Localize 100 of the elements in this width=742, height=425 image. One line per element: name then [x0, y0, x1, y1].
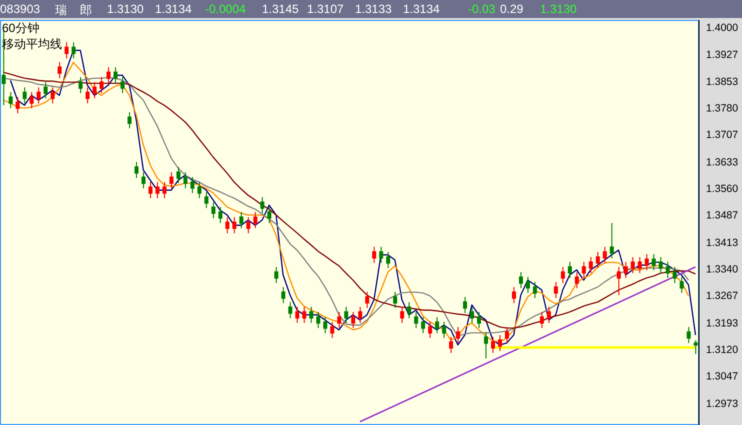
candlestick [435, 316, 440, 334]
candlestick [246, 216, 250, 234]
y-tick-label: 1.3707 [706, 129, 738, 142]
candlestick [148, 182, 152, 199]
candlestick [351, 311, 356, 329]
candlestick [78, 76, 83, 94]
candlestick [630, 256, 635, 274]
candlestick [638, 256, 642, 274]
candlestick [155, 182, 160, 199]
candlestick [330, 321, 334, 338]
candlestick [624, 261, 628, 278]
candlestick [92, 82, 97, 99]
candlestick [16, 96, 20, 114]
candlestick [162, 182, 166, 199]
candlestick [414, 311, 418, 329]
candlestick [358, 306, 362, 324]
y-tick-label: 1.3927 [706, 48, 738, 61]
candlestick [260, 196, 264, 214]
candlestick [253, 212, 258, 229]
candlestick [560, 266, 565, 284]
candlestick [100, 76, 104, 94]
candlestick [281, 286, 286, 304]
candlestick [190, 176, 194, 194]
candlestick [644, 254, 649, 271]
candlestick [232, 216, 236, 234]
candlestick [568, 261, 572, 278]
text: 1.3134 [155, 2, 192, 16]
candlestick [491, 336, 495, 354]
y-tick-label: 1.3853 [706, 76, 738, 88]
candlestick [526, 276, 530, 294]
candlestick [30, 92, 34, 109]
y-tick-label: 1.3413 [706, 236, 738, 249]
candlestick [169, 172, 174, 189]
candlestick [72, 42, 76, 59]
y-tick-label: 1.3560 [706, 183, 738, 196]
candlestick [421, 316, 426, 334]
candlestick [616, 266, 621, 296]
text: 郎 [80, 2, 92, 19]
text: 1.3107 [307, 2, 344, 16]
y-tick-label: 1.3340 [706, 264, 738, 276]
y-tick-label: 1.3780 [706, 102, 738, 115]
chart-title: 60分钟 [2, 20, 40, 36]
candlestick [484, 332, 488, 359]
candlestick [204, 191, 208, 209]
candlestick [64, 42, 69, 59]
candlestick [176, 166, 180, 184]
candlestick [666, 261, 670, 278]
candlestick [428, 321, 432, 338]
candlestick [142, 172, 146, 189]
candlestick [372, 246, 376, 264]
candlestick [686, 326, 691, 344]
candlestick [512, 286, 516, 304]
candlestick [344, 306, 348, 324]
candlestick [120, 76, 125, 94]
candlestick [442, 321, 446, 338]
candlestick [574, 272, 579, 289]
candlestick [532, 281, 537, 299]
candlestick [658, 256, 663, 274]
text: 1.3145 [262, 2, 299, 16]
candlestick [518, 272, 523, 289]
candlestick [463, 296, 468, 314]
candlestick [546, 306, 551, 324]
candlestick [652, 254, 656, 271]
candlestick [267, 206, 272, 224]
candlestick [540, 311, 544, 329]
candlestick [588, 256, 593, 274]
candlestick [504, 326, 509, 344]
candlestick [295, 306, 300, 324]
candlestick [309, 306, 314, 324]
candlestick [379, 246, 384, 264]
candlestick [302, 306, 306, 324]
text: -0.0004 [205, 2, 246, 16]
y-tick-label: 1.3193 [706, 317, 738, 330]
text: 1.3130 [540, 2, 577, 16]
candlestick [680, 276, 684, 294]
candlestick [8, 92, 13, 109]
y-tick-label: 1.3487 [706, 210, 738, 222]
candlestick [386, 251, 390, 269]
candlestick [239, 212, 244, 229]
text: 083903 [0, 2, 40, 16]
y-tick-label: 1.4000 [706, 22, 738, 34]
candlestick [44, 82, 48, 99]
candlestick [498, 334, 502, 352]
candlestick [288, 302, 292, 319]
candlestick [225, 216, 230, 234]
candlestick [456, 326, 460, 344]
candlestick [36, 86, 41, 104]
candlestick [134, 161, 139, 179]
candlestick [596, 251, 600, 269]
y-tick-label: 1.2973 [706, 398, 738, 410]
text: 瑞 [55, 2, 67, 19]
candlestick [365, 291, 370, 308]
y-tick-label: 1.3633 [706, 156, 738, 168]
y-tick-label: 1.3120 [706, 344, 738, 356]
candlestick [106, 66, 111, 84]
candlestick [449, 336, 454, 354]
candlestick [323, 316, 328, 334]
candlestick [694, 340, 698, 355]
candlestick [211, 202, 216, 219]
candlestick [50, 86, 55, 104]
